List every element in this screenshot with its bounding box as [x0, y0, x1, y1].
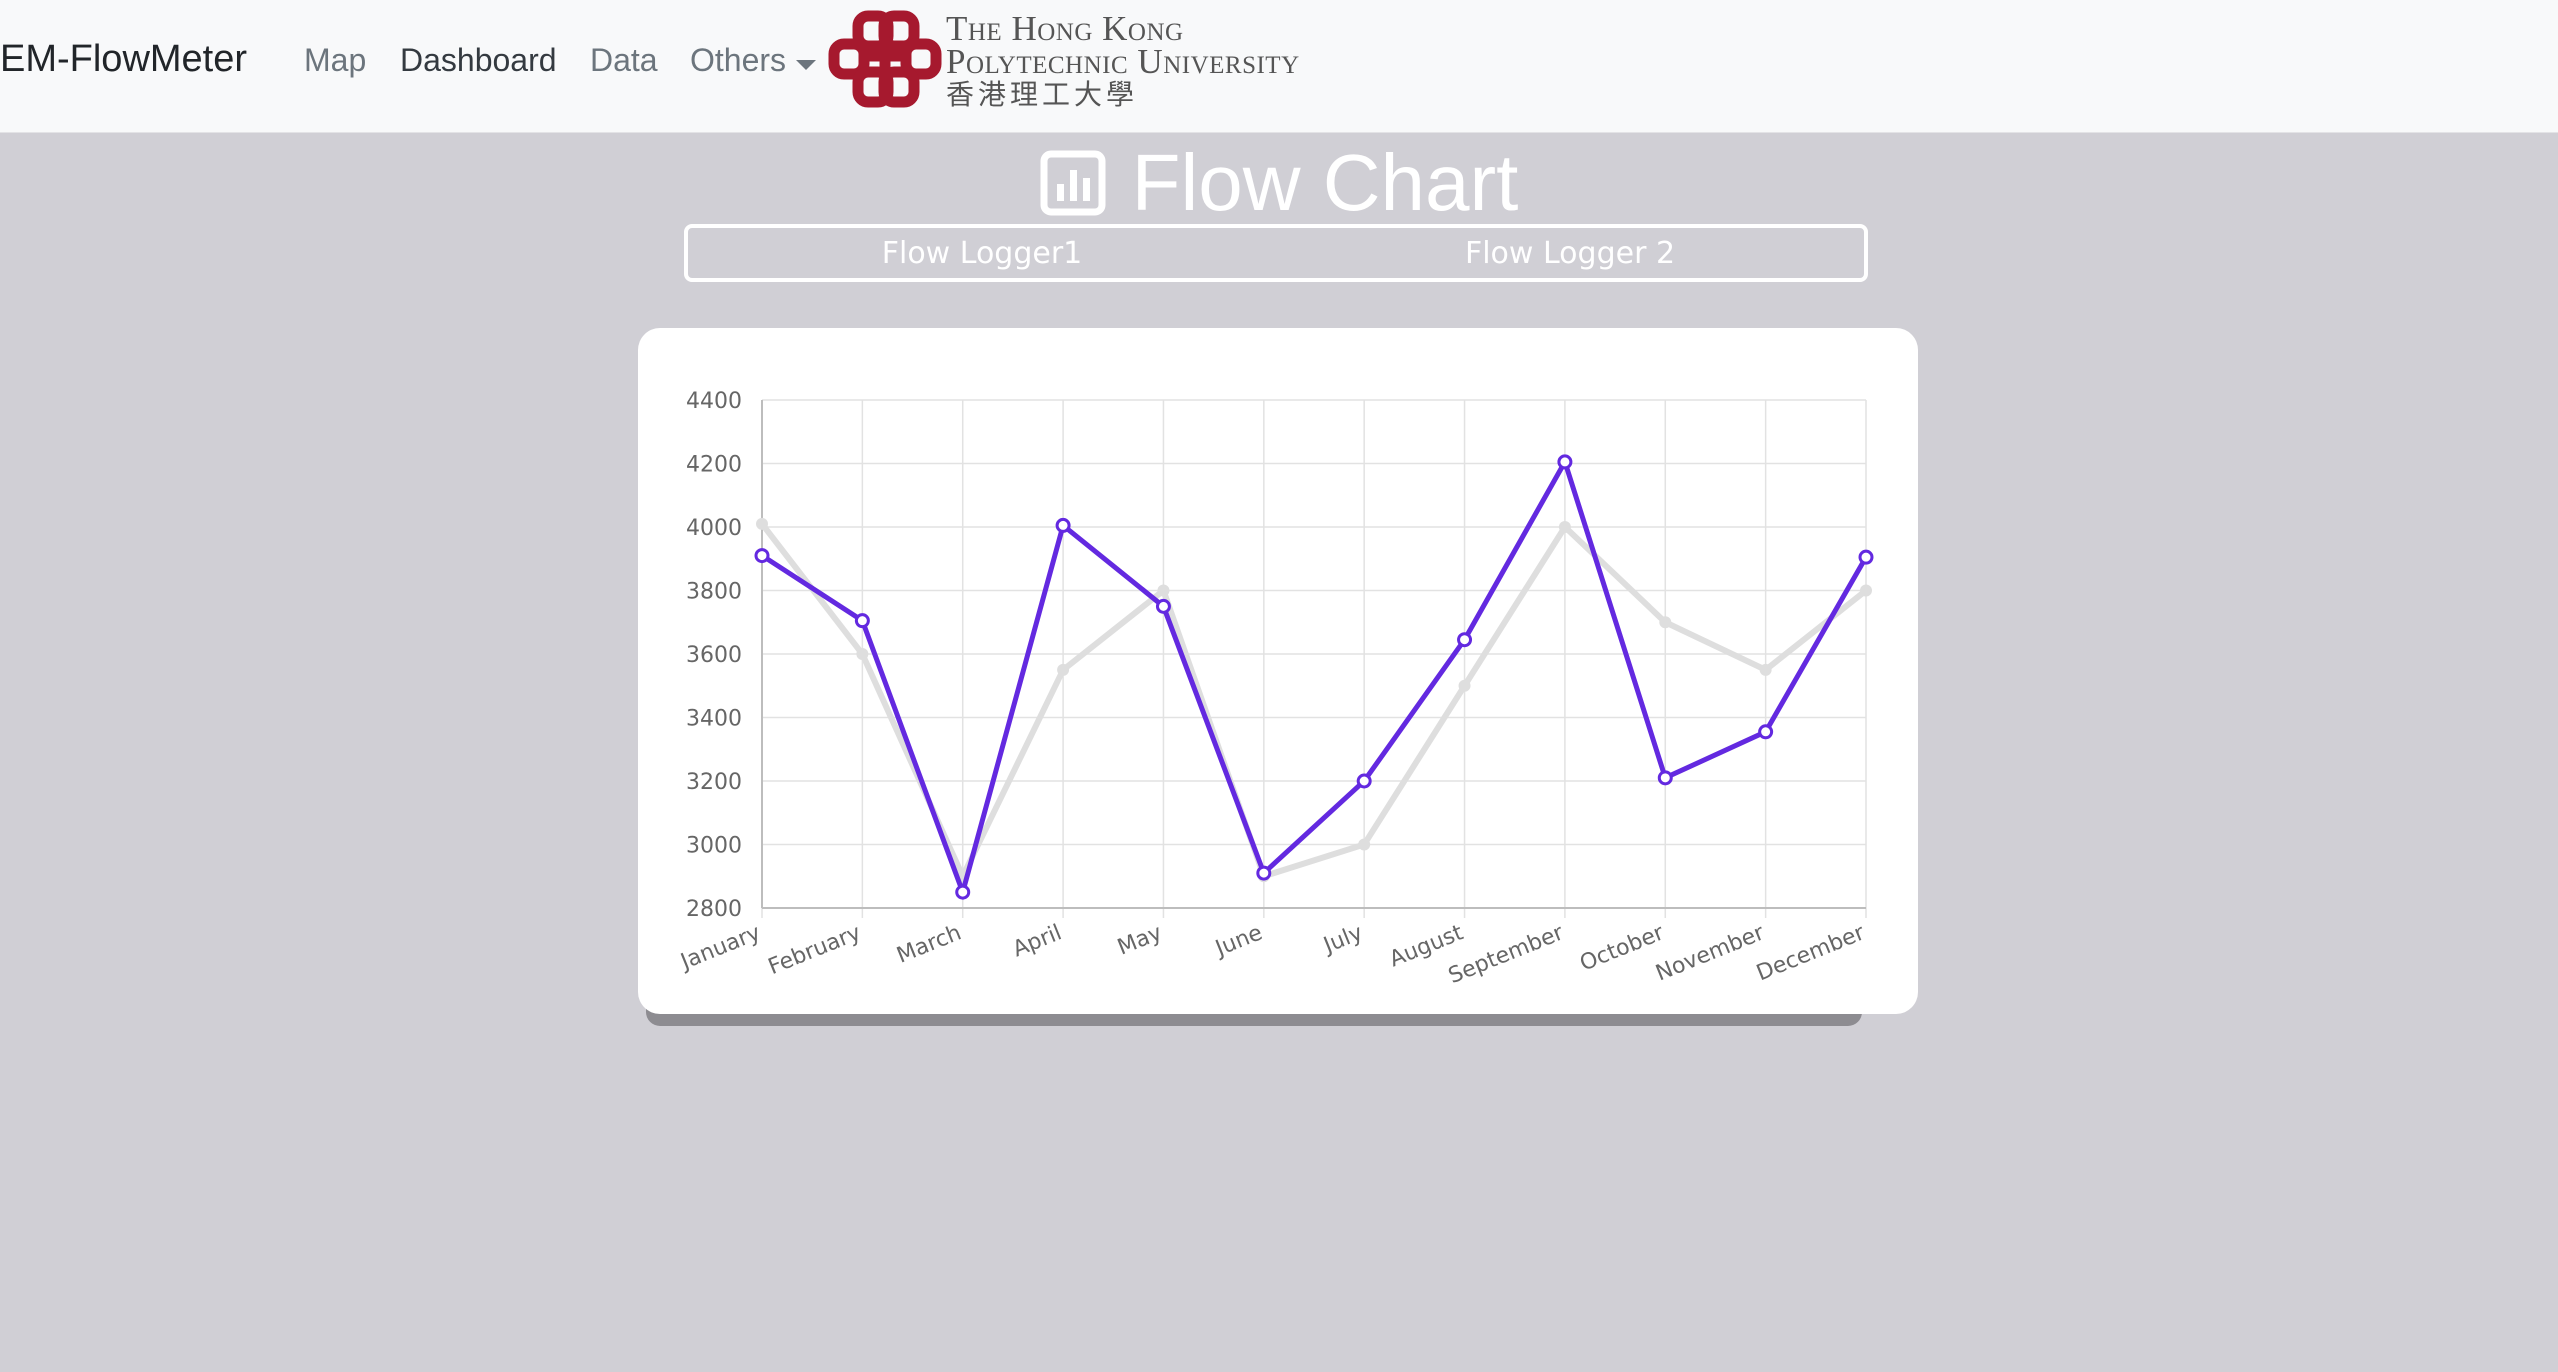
chart-card: 4400 4200 4000 3800 3600 3400 3200 3000 2800 Janu… [638, 328, 1918, 1014]
x-tick-label: February [765, 920, 865, 980]
nav-link-map[interactable]: Map [304, 42, 367, 78]
page-heading: Flow Chart [0, 138, 2558, 228]
brand-link[interactable]: EM-FlowMeter [0, 38, 248, 80]
series-1-point [1157, 584, 1170, 597]
x-tick-label: December [1753, 920, 1869, 986]
university-logo-text: The Hong Kong Polytechnic University 香港理… [946, 9, 1300, 112]
series-2-point [1657, 770, 1673, 786]
y-tick-label: 3800 [686, 580, 742, 605]
nav-dropdown-others[interactable]: Others [690, 42, 787, 78]
x-tick-label: July [1319, 920, 1367, 959]
series-2-point [1356, 773, 1372, 789]
y-tick-label: 3600 [686, 643, 742, 668]
x-tick-label: April [1009, 920, 1065, 962]
x-tick-label: November [1652, 920, 1768, 986]
caret-down-icon[interactable] [796, 60, 816, 70]
series-1-point [1358, 838, 1371, 851]
series-1-line [759, 521, 1868, 884]
series-1-point [1458, 679, 1471, 692]
chart-series [754, 454, 1874, 901]
chart-grid [761, 399, 1867, 918]
x-tick-label: September [1445, 920, 1568, 989]
y-tick-label: 3400 [686, 707, 742, 732]
series-2-point [754, 548, 770, 564]
logo-line-2: Polytechnic University [946, 42, 1300, 81]
bar-chart-icon [1040, 150, 1106, 216]
series-2-point [1256, 865, 1272, 881]
series-1-point [1659, 616, 1672, 629]
logo-line-1: The Hong Kong [946, 9, 1184, 48]
series-1-point [1558, 521, 1571, 533]
series-2-point [1155, 598, 1171, 614]
series-1-point [856, 648, 869, 660]
series-2-point [1557, 454, 1573, 470]
tab-flow-logger-1[interactable]: Flow Logger1 [881, 235, 1083, 271]
flow-line-chart[interactable]: 4400 4200 4000 3800 3600 3400 3200 3000 2800Janu… [638, 328, 1918, 1014]
y-tick-label: 4400 [686, 389, 742, 414]
series-1-point [1759, 663, 1772, 676]
series-2-point [1055, 517, 1071, 533]
y-tick-label: 4200 [686, 453, 742, 478]
page-title: Flow Chart [1131, 138, 1519, 227]
series-2-line [760, 455, 1869, 901]
series-1-point [1057, 663, 1070, 676]
x-tick-label: May [1114, 920, 1166, 960]
series-2 [754, 454, 1874, 901]
series-1-point [756, 517, 768, 530]
series-1-point [1860, 584, 1872, 597]
series-2-point [1758, 724, 1774, 740]
tab-flow-logger-2[interactable]: Flow Logger 2 [1464, 235, 1676, 271]
series-2-point [854, 613, 870, 629]
logger-tabs: Flow Logger1 Flow Logger 2 [684, 224, 1868, 282]
x-tick-label: January [676, 920, 765, 975]
x-tick-label: June [1210, 920, 1266, 962]
logo-line-3: 香港理工大學 [946, 78, 1139, 111]
nav-link-dashboard[interactable]: Dashboard [400, 42, 557, 78]
y-tick-label: 3000 [686, 834, 742, 859]
series-2-point [1457, 632, 1473, 648]
y-tick-label: 3200 [686, 770, 742, 795]
y-tick-label: 2800 [686, 897, 742, 922]
y-tick-label: 4000 [686, 516, 742, 541]
polyu-logo-icon [828, 10, 942, 108]
chart-axes: 4400 4200 4000 3800 3600 3400 3200 3000 2800Janu… [676, 389, 1869, 989]
series-2-point [1858, 549, 1874, 565]
x-tick-label: March [893, 920, 965, 968]
nav-link-data[interactable]: Data [590, 42, 658, 78]
navbar: EM-FlowMeter Map Dashboard Data Others T… [0, 0, 2558, 133]
series-2-point [955, 884, 971, 900]
